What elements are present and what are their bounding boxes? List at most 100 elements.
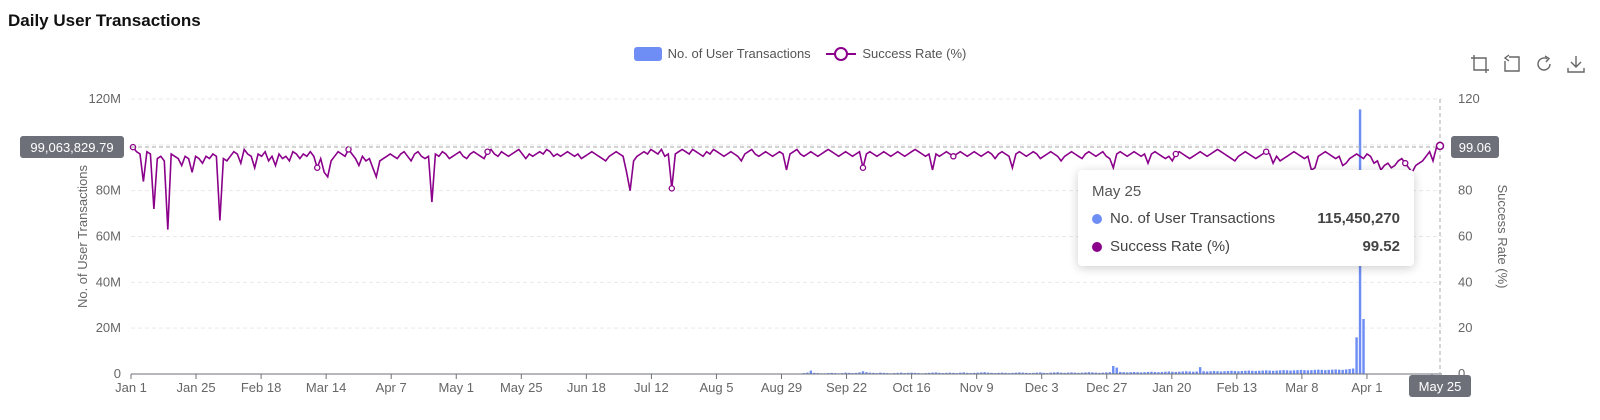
bar bbox=[966, 372, 969, 374]
bar bbox=[1129, 372, 1132, 374]
zoom-icon[interactable] bbox=[1470, 54, 1490, 74]
tooltip-name-success-rate: Success Rate (%) bbox=[1110, 238, 1231, 255]
restore-icon[interactable] bbox=[1534, 54, 1554, 74]
bar bbox=[1115, 367, 1118, 374]
x-tick-label: Jan 20 bbox=[1152, 380, 1191, 395]
bar bbox=[1271, 370, 1275, 374]
bar bbox=[1289, 370, 1292, 374]
bar bbox=[997, 372, 1000, 374]
bar bbox=[1188, 371, 1191, 374]
tooltip: May 25 No. of User Transactions 115,450,… bbox=[1078, 170, 1414, 266]
bar bbox=[1160, 371, 1164, 374]
bar bbox=[1278, 370, 1282, 374]
bar bbox=[899, 372, 903, 374]
bar bbox=[1108, 372, 1111, 374]
bar bbox=[934, 372, 938, 374]
bar bbox=[1066, 372, 1070, 374]
y-left-tick-label: 20M bbox=[96, 320, 121, 335]
bar bbox=[1306, 370, 1310, 374]
bar bbox=[1223, 371, 1226, 374]
tooltip-row-transactions: No. of User Transactions 115,450,270 bbox=[1092, 210, 1400, 227]
bar bbox=[1132, 371, 1136, 374]
bar bbox=[1191, 371, 1195, 374]
x-tick-label: Jan 1 bbox=[115, 380, 147, 395]
bar bbox=[1167, 371, 1171, 374]
zoom-reset-icon[interactable] bbox=[1502, 54, 1522, 74]
bar bbox=[1084, 372, 1087, 374]
bar bbox=[1094, 372, 1098, 374]
x-tick-label: Feb 13 bbox=[1217, 380, 1257, 395]
pointer-left-label-bg bbox=[20, 135, 124, 158]
tooltip-date: May 25 bbox=[1092, 183, 1142, 200]
bar bbox=[1052, 372, 1056, 374]
line-series-layer bbox=[129, 143, 1441, 230]
bar bbox=[1268, 370, 1271, 374]
bar bbox=[1178, 371, 1181, 374]
bar bbox=[1181, 371, 1184, 374]
legend-item-transactions[interactable]: No. of User Transactions bbox=[633, 46, 811, 61]
bar bbox=[1254, 371, 1257, 374]
bar bbox=[1035, 372, 1038, 374]
legend-item-success-rate[interactable]: Success Rate (%) bbox=[826, 46, 966, 61]
bar bbox=[1014, 372, 1018, 374]
pointer-point bbox=[1435, 141, 1445, 151]
bar bbox=[872, 372, 875, 374]
success-rate-point bbox=[345, 146, 352, 153]
bar bbox=[972, 372, 976, 374]
bar bbox=[1337, 369, 1341, 374]
bar bbox=[1171, 371, 1174, 374]
tooltip-value-transactions: 115,450,270 bbox=[1317, 210, 1400, 227]
x-tick-label: Dec 27 bbox=[1086, 380, 1127, 395]
bar bbox=[1025, 372, 1028, 374]
x-tick-label: Jun 18 bbox=[567, 380, 606, 395]
bar bbox=[1351, 368, 1355, 374]
pointer-left-value-label: 99,063,829.79 bbox=[30, 140, 113, 155]
bar bbox=[910, 372, 913, 374]
y-left-tick-label: 40M bbox=[96, 274, 121, 289]
bar bbox=[1150, 371, 1153, 374]
tooltip-dot-transactions bbox=[1092, 213, 1102, 224]
y-left-tick-label: 0 bbox=[114, 366, 121, 381]
x-tick-label: Aug 5 bbox=[699, 380, 733, 395]
bar bbox=[1011, 372, 1014, 374]
bar bbox=[1362, 319, 1365, 374]
toolbox bbox=[1470, 54, 1586, 74]
bar bbox=[1004, 372, 1007, 374]
y-right-tick-label: 20 bbox=[1458, 320, 1472, 335]
bar bbox=[1039, 372, 1042, 374]
bar bbox=[948, 372, 952, 374]
y-right-axis-title: Success Rate (%) bbox=[1495, 184, 1510, 288]
bar bbox=[1098, 372, 1101, 374]
bar bbox=[1226, 371, 1230, 374]
pointer-right-value-label: 99.06 bbox=[1459, 140, 1492, 155]
y-right-tick-label: 40 bbox=[1458, 274, 1472, 289]
download-icon[interactable] bbox=[1566, 54, 1586, 74]
bar bbox=[1247, 370, 1251, 374]
x-tick-label: Mar 14 bbox=[306, 380, 346, 395]
legend-label-transactions: No. of User Transactions bbox=[667, 46, 811, 61]
bar bbox=[1049, 372, 1052, 374]
bar bbox=[844, 372, 847, 374]
bar bbox=[1258, 370, 1261, 374]
tooltip-dot-success-rate bbox=[1092, 241, 1102, 252]
bar bbox=[1205, 371, 1209, 374]
legend: No. of User Transactions Success Rate (%… bbox=[0, 46, 1600, 64]
bar bbox=[1251, 370, 1254, 374]
x-tick-label: Mar 8 bbox=[1285, 380, 1318, 395]
legend-label-success-rate: Success Rate (%) bbox=[862, 46, 967, 61]
tooltip-row-success-rate: Success Rate (%) 99.52 bbox=[1092, 238, 1400, 255]
bar bbox=[1275, 370, 1278, 374]
x-tick-label: Feb 18 bbox=[241, 380, 281, 395]
success-rate-point bbox=[859, 164, 867, 171]
bar bbox=[1264, 370, 1268, 374]
bar bbox=[906, 372, 910, 374]
success-rate-point bbox=[950, 153, 957, 160]
bar bbox=[1112, 365, 1115, 374]
bar bbox=[1174, 371, 1178, 374]
bar bbox=[1216, 371, 1219, 374]
x-tick-label: Apr 7 bbox=[376, 380, 407, 395]
bar bbox=[1317, 369, 1320, 374]
x-tick-label: Sep 22 bbox=[826, 380, 867, 395]
pointer-x-label-bg bbox=[1409, 375, 1471, 397]
